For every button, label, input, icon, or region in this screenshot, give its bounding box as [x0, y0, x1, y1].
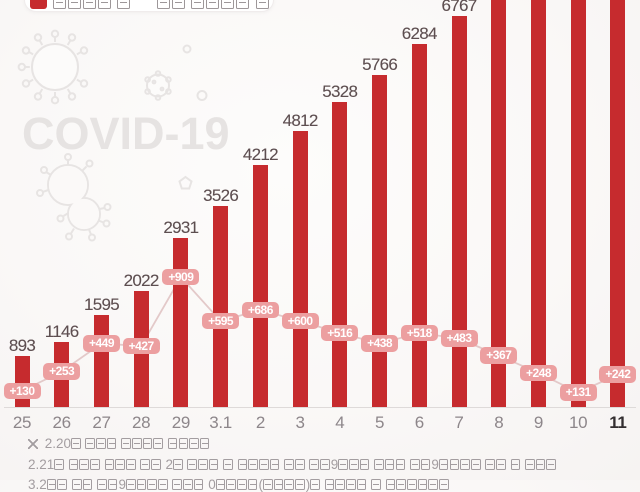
svg-text:COVID-19: COVID-19	[22, 108, 230, 159]
